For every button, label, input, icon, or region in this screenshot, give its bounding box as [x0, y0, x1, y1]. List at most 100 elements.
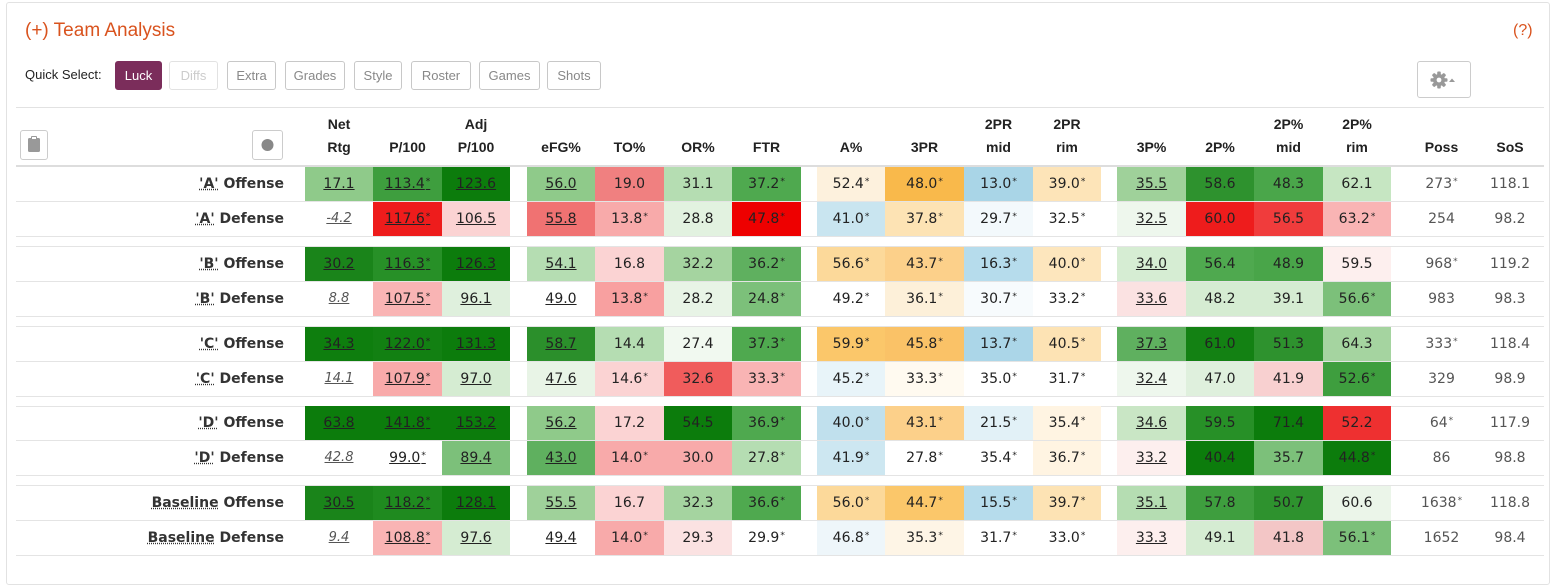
stat-cell-p/100: 126.3: [442, 247, 510, 281]
luck-adjusted-marker: *: [1370, 531, 1376, 541]
stat-value: 9.4: [328, 530, 350, 545]
column-header-Adj-P/100[interactable]: Adj P/100: [442, 113, 510, 159]
stat-value: 35.7: [1272, 450, 1305, 466]
stat-cell-rtg: 8.8: [305, 282, 373, 316]
column-header-TO%[interactable]: TO%: [595, 113, 664, 159]
stat-value: 29.9: [748, 530, 780, 546]
luck-adjusted-marker: *: [780, 177, 785, 187]
stat-cell-sos: 98.9: [1476, 362, 1544, 396]
stat-cell-rtg: 34.3: [305, 327, 373, 361]
column-header-2P%-mid[interactable]: 2P% mid: [1254, 113, 1323, 159]
column-header-OR%[interactable]: OR%: [664, 113, 732, 159]
row-side-label: Defense: [219, 530, 285, 546]
stat-value: 48.0: [906, 176, 938, 192]
column-header-2P%[interactable]: 2P%: [1186, 113, 1254, 159]
column-header-P/100[interactable]: P/100: [373, 113, 442, 159]
column-header-3PR[interactable]: 3PR: [885, 113, 964, 159]
stat-value: 35.4: [1048, 415, 1080, 431]
column-header-SoS[interactable]: SoS: [1476, 113, 1544, 159]
team-name-link[interactable]: 'D': [198, 415, 219, 431]
stat-value: 56.6: [832, 256, 864, 272]
team-name-link[interactable]: 'B': [199, 256, 219, 272]
gear-icon: [1430, 71, 1455, 89]
column-header-2PR-rim[interactable]: 2PR rim: [1033, 113, 1101, 159]
stat-cell-ftr: 24.8*: [732, 282, 801, 316]
team-name-link[interactable]: Baseline: [147, 530, 215, 546]
stat-value: 30.2: [323, 256, 355, 272]
stat-value: 37.3: [1135, 336, 1168, 352]
help-link[interactable]: (?): [1513, 22, 1533, 39]
quick-select-grades-button[interactable]: Grades: [285, 61, 345, 90]
column-header-FTR[interactable]: FTR: [732, 113, 801, 159]
team-name-link[interactable]: 'A': [195, 211, 215, 227]
column-header-Net-Rtg[interactable]: Net Rtg: [305, 113, 373, 159]
column-header-eFG%[interactable]: eFG%: [527, 113, 595, 159]
stat-cell-mid: 48.9: [1254, 247, 1323, 281]
stat-value: 39.7: [1048, 495, 1080, 511]
quick-select-extra-button[interactable]: Extra: [227, 61, 276, 90]
row-label: Baseline Offense: [16, 495, 284, 511]
column-header-3P%[interactable]: 3P%: [1117, 113, 1186, 159]
quick-select-roster-button[interactable]: Roster: [411, 61, 471, 90]
row-side-label: Offense: [223, 495, 284, 511]
stat-value: 13.7: [980, 336, 1012, 352]
stat-cell-rtg: 30.5: [305, 486, 373, 520]
stat-value: 41.9: [1272, 371, 1305, 387]
stat-value: 35.3: [906, 530, 938, 546]
team-name-link[interactable]: 'C': [199, 336, 219, 352]
quick-select-style-button[interactable]: Style: [354, 61, 402, 90]
quick-select-diffs-button[interactable]: Diffs: [169, 61, 218, 90]
column-header-line2: P/100: [457, 139, 495, 155]
stat-cell-to%: 13.8*: [595, 202, 664, 236]
row-divider: [16, 361, 1544, 362]
team-name-link[interactable]: 'A': [199, 176, 219, 192]
stat-value: 118.8: [1489, 495, 1531, 511]
panel-title[interactable]: (+) Team Analysis: [25, 20, 176, 41]
column-header-2PR-mid[interactable]: 2PR mid: [964, 113, 1033, 159]
quick-select-games-button[interactable]: Games: [479, 61, 540, 90]
stat-cell-3pr: 35.3*: [885, 521, 964, 555]
team-name-link[interactable]: 'D': [194, 450, 215, 466]
luck-adjusted-marker: *: [1080, 177, 1086, 187]
luck-adjusted-marker: *: [425, 496, 431, 506]
stat-value: 117.6: [384, 211, 425, 227]
stat-value: 107.9: [384, 371, 425, 387]
luck-adjusted-marker: *: [938, 531, 943, 541]
stat-cell-mid: 48.3: [1254, 167, 1323, 201]
stat-value: 58.6: [1204, 176, 1236, 192]
stat-cell-p/100: 128.1: [442, 486, 510, 520]
quick-select-shots-button[interactable]: Shots: [547, 61, 601, 90]
luck-adjusted-marker: *: [938, 416, 943, 426]
luck-adjusted-marker: *: [864, 416, 870, 426]
stat-value: 33.3: [906, 371, 938, 387]
stat-cell-or%: 29.3: [664, 521, 732, 555]
column-header-line1: [885, 113, 964, 136]
stat-cell-poss: 64*: [1407, 406, 1476, 440]
column-header-Poss[interactable]: Poss: [1407, 113, 1476, 159]
luck-adjusted-marker: *: [864, 496, 870, 506]
row-side-label: Defense: [219, 291, 285, 307]
luck-adjusted-marker: *: [938, 451, 943, 461]
luck-adjusted-marker: *: [1370, 292, 1376, 302]
settings-dropdown-button[interactable]: [1417, 61, 1471, 98]
stat-value: 52.6: [1338, 371, 1370, 387]
stat-value: 14.0: [611, 530, 643, 546]
stat-value: 59.5: [1341, 256, 1373, 272]
stat-cell-efg%: 55.5: [527, 486, 595, 520]
stat-value: 107.5: [384, 291, 425, 307]
team-name-link[interactable]: 'B': [195, 291, 215, 307]
luck-adjusted-marker: *: [1453, 337, 1458, 347]
luck-adjusted-marker: *: [425, 372, 431, 382]
column-header-2P%-rim[interactable]: 2P% rim: [1323, 113, 1391, 159]
copy-clipboard-button[interactable]: [20, 130, 48, 160]
luck-adjusted-marker: *: [1012, 451, 1017, 461]
stat-value: 98.4: [1494, 530, 1526, 546]
team-name-link[interactable]: 'C': [195, 371, 215, 387]
quick-select-luck-button[interactable]: Luck: [115, 61, 162, 90]
stat-cell-2p%: 49.1: [1186, 521, 1254, 555]
stat-cell-rim: 40.5*: [1033, 327, 1101, 361]
team-name-link[interactable]: Baseline: [151, 495, 219, 511]
column-header-A%[interactable]: A%: [817, 113, 885, 159]
record-toggle-button[interactable]: [252, 130, 283, 160]
group-divider: [16, 246, 1544, 247]
